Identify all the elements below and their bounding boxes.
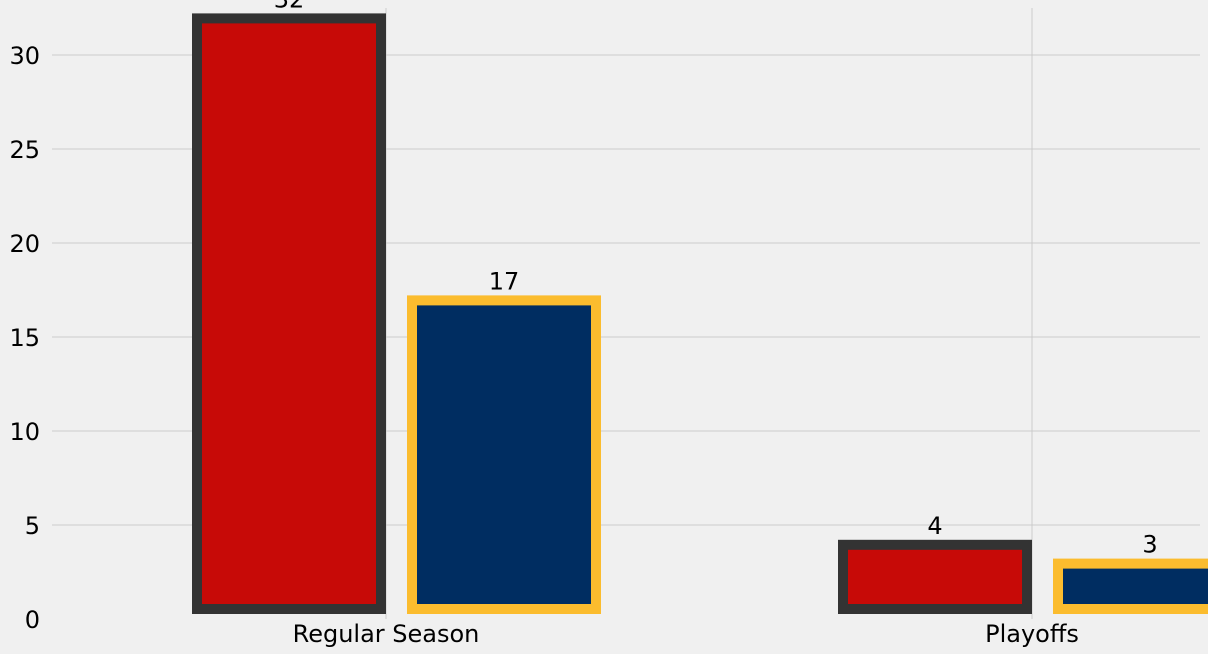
y-tick-label: 20 <box>9 230 40 258</box>
bar-value-label: 32 <box>274 0 305 13</box>
y-axis-tick-labels: 0 5 10 15 20 25 30 <box>9 42 40 634</box>
x-tick-label: Playoffs <box>985 620 1079 648</box>
bar <box>407 295 601 614</box>
bar-value-label: 17 <box>489 267 520 295</box>
bar <box>192 13 386 614</box>
y-tick-label: 30 <box>9 42 40 70</box>
y-tick-label: 15 <box>9 324 40 352</box>
bar <box>1053 558 1208 614</box>
x-tick-label: Regular Season <box>293 620 480 648</box>
y-tick-label: 10 <box>9 418 40 446</box>
y-tick-label: 25 <box>9 136 40 164</box>
bar-value-label: 4 <box>927 512 942 540</box>
bars <box>192 13 1208 614</box>
y-tick-label: 0 <box>25 606 40 634</box>
y-tick-label: 5 <box>25 512 40 540</box>
bar-value-labels: 32 4 17 3 <box>274 0 1158 559</box>
bar-value-label: 3 <box>1142 531 1157 559</box>
x-axis-tick-labels: Regular Season Playoffs <box>293 620 1079 648</box>
bar <box>838 539 1032 614</box>
